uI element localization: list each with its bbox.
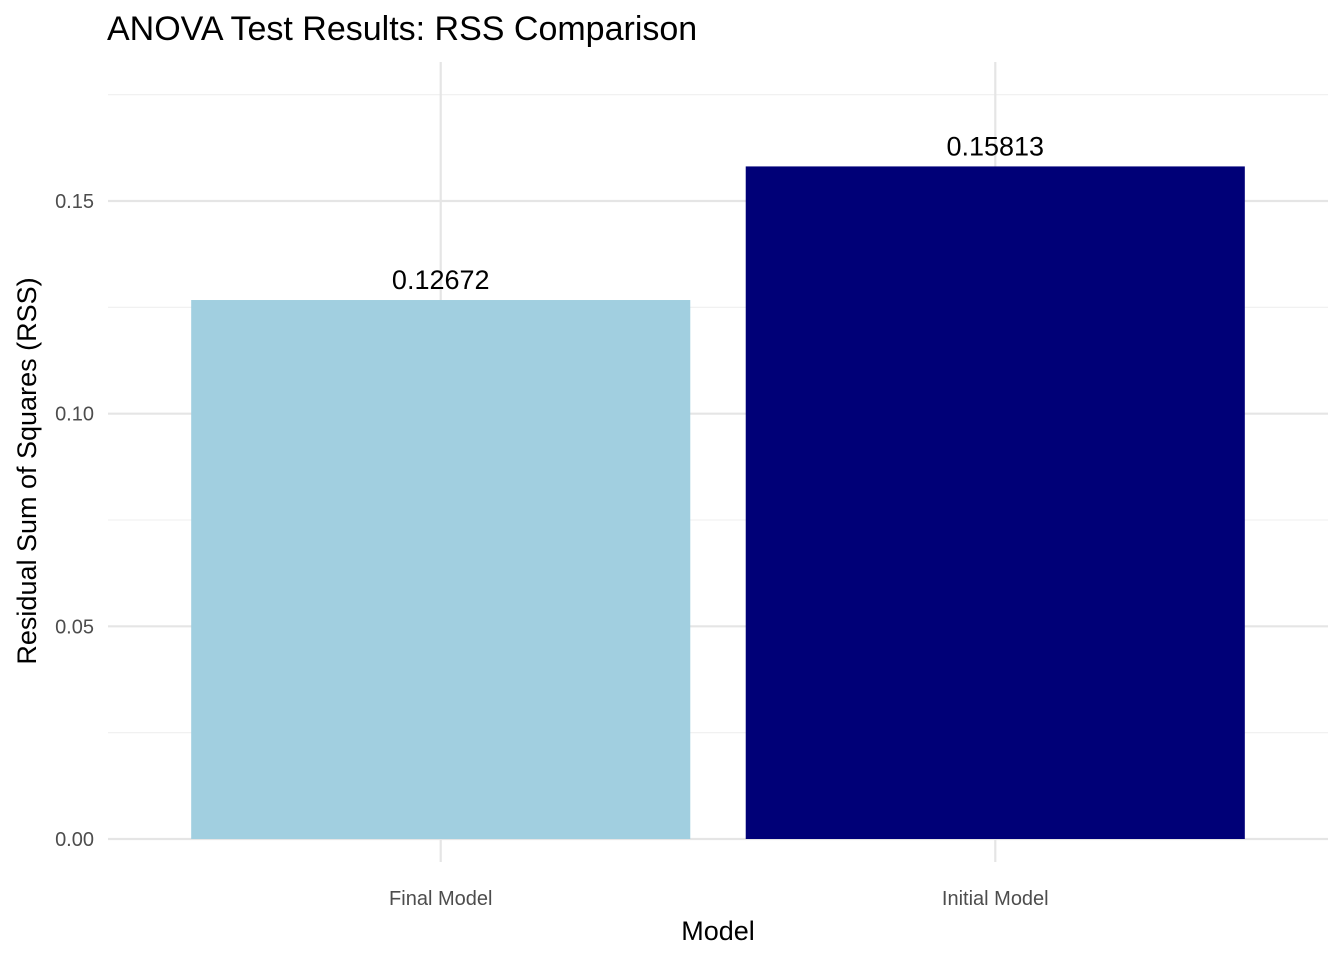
chart-title: ANOVA Test Results: RSS Comparison xyxy=(107,10,697,48)
y-tick-label: 0.00 xyxy=(55,829,94,851)
x-axis-title: Model xyxy=(681,916,755,946)
y-tick-label: 0.05 xyxy=(55,616,94,638)
y-tick-label: 0.15 xyxy=(55,191,94,213)
x-tick-label: Final Model xyxy=(389,888,492,910)
x-axis-ticks: Final Model Initial Model xyxy=(389,888,1049,910)
data-label: 0.15813 xyxy=(946,131,1044,161)
bar xyxy=(745,166,1245,839)
bar xyxy=(191,300,691,840)
bars xyxy=(191,166,1245,840)
y-axis-title: Residual Sum of Squares (RSS) xyxy=(12,277,42,664)
data-labels: 0.12672 0.15813 xyxy=(392,131,1044,295)
data-label: 0.12672 xyxy=(392,265,490,295)
y-tick-label: 0.10 xyxy=(55,404,94,426)
y-axis-ticks: 0.00 0.05 0.10 0.15 xyxy=(55,191,94,851)
x-tick-label: Initial Model xyxy=(942,888,1049,910)
